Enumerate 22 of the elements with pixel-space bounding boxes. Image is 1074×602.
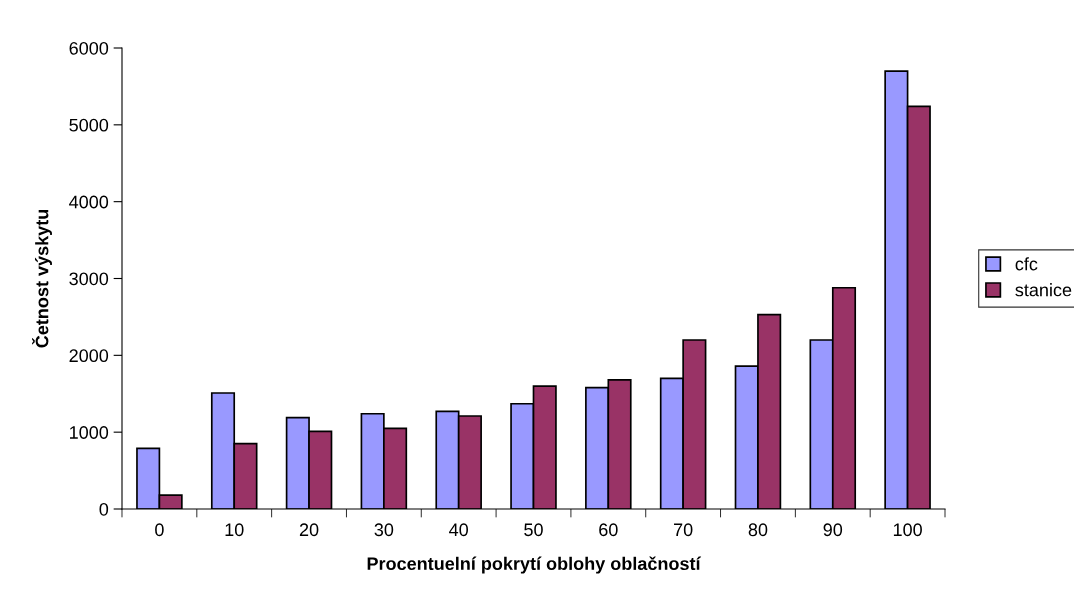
y-tick-label: 2000 (69, 349, 109, 363)
x-tick-label: 60 (599, 523, 618, 537)
x-tick-label: 30 (374, 523, 394, 537)
legend-label: cfc (1015, 257, 1038, 271)
y-tick-label: 4000 (69, 195, 109, 209)
y-tick-label: 5000 (69, 118, 109, 132)
x-tick-label: 80 (748, 523, 768, 537)
x-tick-label: 10 (225, 523, 244, 537)
y-axis-title: Četnost výskytu (32, 209, 52, 348)
y-tick-label: 0 (99, 502, 109, 516)
y-tick-label: 1000 (70, 426, 109, 439)
x-tick-label: 90 (823, 523, 843, 537)
x-tick-label: 40 (449, 523, 469, 537)
x-tick-label: 0 (155, 523, 164, 537)
x-tick-label: 50 (524, 523, 543, 537)
x-tick-label: 20 (299, 523, 319, 537)
x-tick-label: 70 (674, 523, 693, 537)
y-tick-label: 6000 (69, 41, 109, 55)
legend-label: stanice (1015, 283, 1072, 297)
y-tick-label: 3000 (69, 272, 109, 286)
x-tick-label: 100 (893, 523, 922, 537)
x-axis-title: Procentuelní pokrytí oblohy oblačností (367, 556, 702, 574)
